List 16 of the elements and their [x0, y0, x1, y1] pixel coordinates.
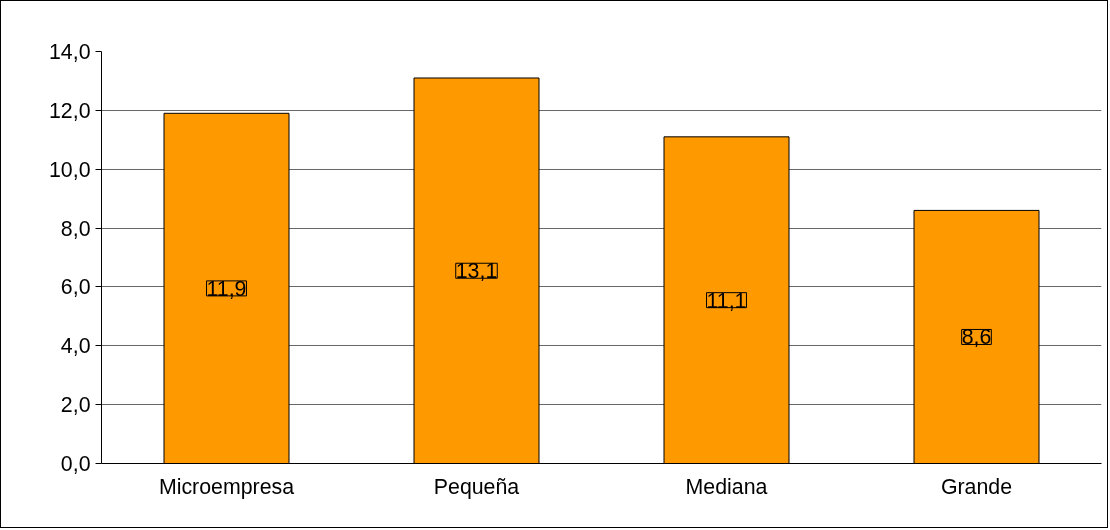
- y-tick-label: 14,0: [48, 40, 91, 64]
- y-tick-label: 10,0: [48, 157, 91, 182]
- data-label: 11,1: [706, 288, 747, 313]
- data-label: 11,9: [206, 276, 247, 301]
- y-tick-label: 2,0: [60, 393, 91, 418]
- data-label: 8,6: [961, 325, 992, 350]
- x-tick-label: Pequeña: [433, 474, 520, 499]
- y-tick-label: 8,0: [60, 216, 91, 241]
- y-tick-label: 0,0: [60, 452, 91, 476]
- y-tick-label: 12,0: [48, 98, 91, 123]
- y-tick-label: 4,0: [60, 334, 91, 359]
- data-label: 13,1: [455, 259, 498, 284]
- y-tick-label: 6,0: [60, 275, 91, 300]
- x-tick-label: Grande: [940, 474, 1013, 499]
- x-tick-label: Microempresa: [158, 474, 295, 499]
- x-tick-label: Mediana: [685, 474, 768, 499]
